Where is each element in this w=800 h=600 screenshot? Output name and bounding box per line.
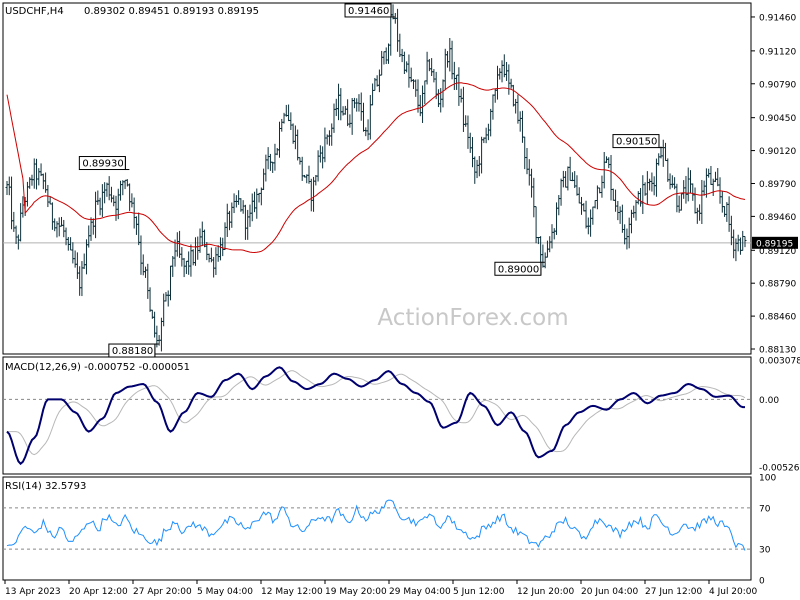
rsi-label: RSI(14) 32.5793 <box>5 481 86 492</box>
date-tick-label: 13 Apr 2023 <box>5 587 61 597</box>
annotation-label: 0.90150 <box>616 137 657 148</box>
date-tick-label: 27 Apr 20:00 <box>133 587 192 597</box>
price-tick-label: 0.88460 <box>759 313 796 323</box>
macd-tick-label: 0.00 <box>759 396 779 406</box>
annotation-label: 0.88180 <box>112 346 153 357</box>
macd-tick-label: -0.005268 <box>759 464 800 474</box>
price-tick-label: 0.90120 <box>759 147 796 157</box>
date-tick-label: 29 May 04:00 <box>389 587 451 597</box>
macd-tick-label: 0.003078 <box>759 356 800 366</box>
annotation-box <box>494 261 542 276</box>
annotation-box <box>78 156 126 171</box>
rsi-tick-label: 30 <box>759 546 771 556</box>
price-tick-label: 0.89790 <box>759 180 796 190</box>
price-tick-label: 0.90450 <box>759 114 796 124</box>
date-tick-label: 19 May 20:00 <box>325 587 387 597</box>
date-tick-label: 20 Apr 12:00 <box>69 587 128 597</box>
moving-average-line <box>6 82 746 254</box>
price-tick-label: 0.89460 <box>759 213 796 223</box>
macd-label: MACD(12,26,9) -0.000752 -0.000051 <box>5 362 190 373</box>
rsi-line <box>6 499 746 551</box>
date-tick-label: 4 Jul 20:00 <box>709 587 758 597</box>
annotation-box <box>344 3 392 18</box>
annotation-label: 0.89000 <box>498 264 539 275</box>
macd-line <box>6 366 745 466</box>
date-tick-label: 12 Jun 20:00 <box>517 587 574 597</box>
price-tick-label: 0.91460 <box>759 13 796 23</box>
rsi-tick-label: 100 <box>759 474 776 484</box>
price-bars <box>5 4 747 352</box>
price-tick-label: 0.88130 <box>759 346 796 356</box>
chart-header-ohlc: 0.89302 0.89451 0.89193 0.89195 <box>84 6 259 17</box>
macd-signal-line <box>7 370 746 456</box>
rsi-tick-label: 0 <box>759 577 765 587</box>
annotation-label: 0.91460 <box>348 6 389 17</box>
last-price-box <box>752 236 798 249</box>
date-tick-label: 20 Jun 04:00 <box>581 587 638 597</box>
annotation-box <box>612 134 660 149</box>
watermark: ActionForex.com <box>377 305 568 331</box>
price-tick-label: 0.90790 <box>759 80 796 90</box>
rsi-panel-frame <box>2 476 752 581</box>
annotation-label: 0.89930 <box>82 159 123 170</box>
price-tick-label: 0.88790 <box>759 280 796 290</box>
last-price-label: 0.89195 <box>756 239 793 249</box>
rsi-tick-label: 70 <box>759 504 771 514</box>
date-tick-label: 27 Jun 12:00 <box>645 587 702 597</box>
date-tick-label: 12 May 12:00 <box>261 587 323 597</box>
price-panel-frame <box>2 2 752 355</box>
date-tick-label: 5 May 04:00 <box>197 587 253 597</box>
annotation-box <box>108 343 156 358</box>
price-tick-label: 0.91120 <box>759 47 796 57</box>
macd-panel-frame <box>2 356 752 475</box>
price-tick-label: 0.89120 <box>759 247 796 257</box>
date-tick-label: 5 Jun 12:00 <box>453 587 505 597</box>
chart-header-symbol: USDCHF,H4 <box>5 6 64 17</box>
